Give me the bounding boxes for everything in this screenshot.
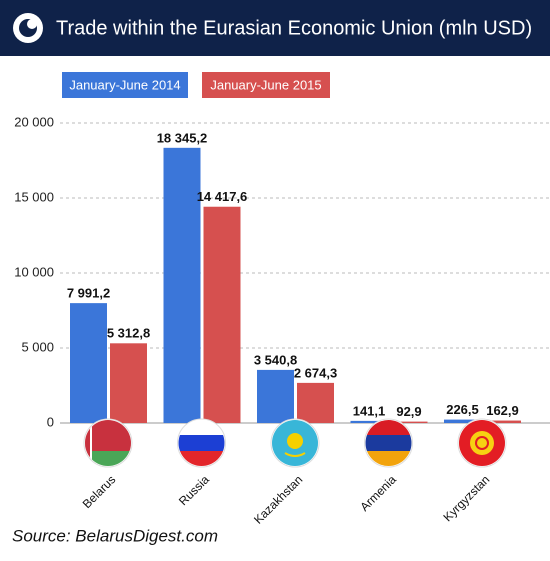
logo xyxy=(13,13,43,43)
flag-part xyxy=(365,420,412,435)
flag-part xyxy=(85,451,131,466)
flag xyxy=(459,420,505,466)
value-label: 162,9 xyxy=(486,403,519,418)
legend-label: January-June 2014 xyxy=(69,77,180,92)
flag-part xyxy=(85,420,90,466)
flag-part xyxy=(178,420,225,435)
legend-label: January-June 2015 xyxy=(210,77,321,92)
y-tick-label: 0 xyxy=(47,414,54,429)
bar xyxy=(110,343,147,423)
legend-swatch xyxy=(202,72,330,98)
value-label: 3 540,8 xyxy=(254,352,297,367)
chart-title: Trade within the Eurasian Economic Union… xyxy=(56,17,532,39)
value-label: 2 674,3 xyxy=(294,365,337,380)
flag xyxy=(272,420,318,466)
value-label: 5 312,8 xyxy=(107,326,150,341)
y-tick-label: 5 000 xyxy=(21,339,54,354)
bar xyxy=(390,421,428,423)
y-tick-label: 15 000 xyxy=(14,189,54,204)
value-label: 7 991,2 xyxy=(67,286,110,301)
header-bar xyxy=(0,0,550,56)
flag-part xyxy=(365,451,412,466)
x-tick-label: Armenia xyxy=(357,472,399,514)
bar xyxy=(484,420,521,423)
value-label: 226,5 xyxy=(446,402,479,417)
x-tick-label: Belarus xyxy=(80,472,119,511)
bar xyxy=(297,382,334,423)
x-tick-label: Kyrgyzstan xyxy=(440,472,492,524)
flag xyxy=(178,420,225,466)
x-tick-label: Russia xyxy=(176,472,212,508)
y-tick-label: 10 000 xyxy=(14,264,54,279)
flag xyxy=(85,420,131,466)
bar xyxy=(444,419,481,423)
value-label: 18 345,2 xyxy=(157,130,208,145)
source-note: Source: BelarusDigest.com xyxy=(12,526,218,545)
value-label: 14 417,6 xyxy=(197,189,248,204)
y-tick-label: 20 000 xyxy=(14,114,54,129)
flag-part xyxy=(178,435,225,451)
flag-part xyxy=(287,433,303,449)
value-label: 92,9 xyxy=(396,404,421,419)
flag-part xyxy=(477,438,487,448)
legend-swatch xyxy=(62,72,188,98)
bar xyxy=(350,420,388,423)
x-tick-label: Kazakhstan xyxy=(251,472,305,526)
bar xyxy=(257,369,294,423)
value-label: 141,1 xyxy=(353,403,386,418)
bar xyxy=(203,206,241,423)
bar xyxy=(163,147,201,423)
flag-part xyxy=(178,451,225,466)
flag xyxy=(365,420,412,466)
flag-part xyxy=(284,452,306,457)
bar xyxy=(70,303,107,423)
flag-part xyxy=(365,435,412,451)
